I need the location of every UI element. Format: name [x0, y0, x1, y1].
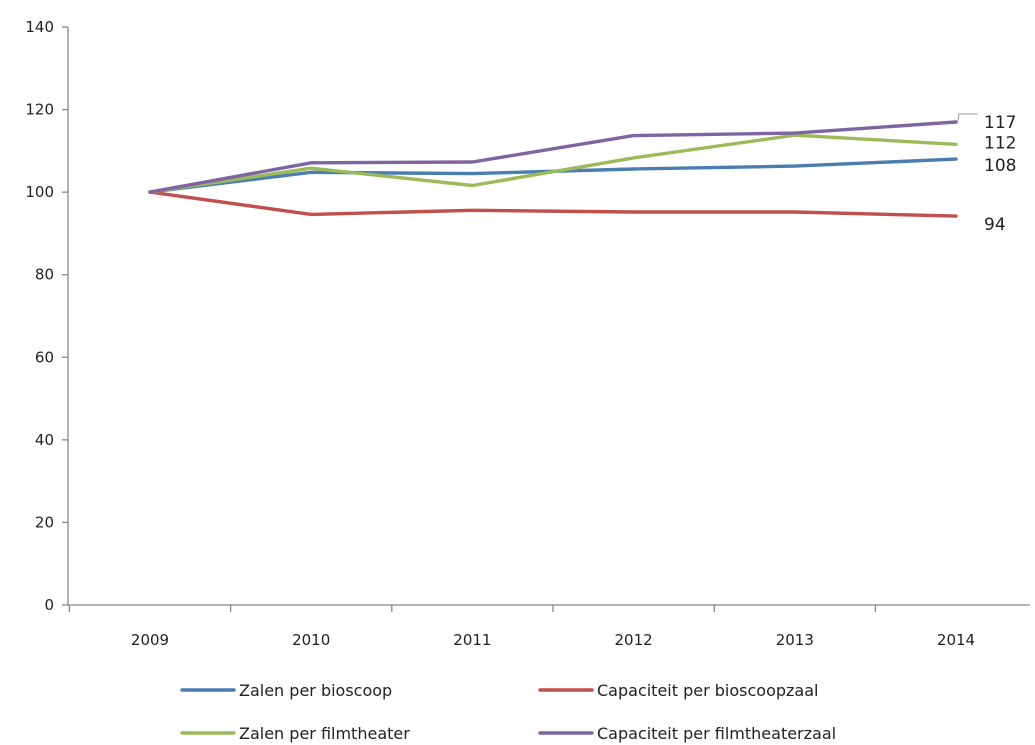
y-tick-label: 60: [35, 348, 54, 366]
legend-label-1: Zalen per bioscoop: [239, 681, 392, 700]
y-tick-label: 140: [25, 18, 54, 36]
legend-label-2: Capaciteit per bioscoopzaal: [597, 681, 818, 700]
data-label-3: 112: [984, 133, 1016, 153]
x-tick-label: 2013: [776, 631, 814, 649]
data-label-2: 94: [984, 215, 1006, 235]
legend-label-4: Capaciteit per filmtheaterzaal: [597, 724, 836, 743]
y-tick-label: 100: [25, 183, 54, 201]
data-label-1: 108: [984, 156, 1016, 176]
data-label-4: 117: [984, 113, 1016, 133]
legend: Zalen per bioscoop Capaciteit per bioscoo…: [180, 681, 836, 743]
y-tick-label: 20: [35, 513, 54, 531]
axes: 0 20 40 60 80 100 120 140 2009 2010 2011 2012 2013 20…: [25, 18, 1030, 649]
series-line-2: [148, 190, 958, 218]
y-tick-label: 0: [44, 596, 54, 614]
x-tick-label: 2012: [615, 631, 653, 649]
y-tick-label: 40: [35, 431, 54, 449]
x-tick-label: 2009: [131, 631, 169, 649]
label-leader-line: [957, 113, 978, 122]
y-tick-label: 120: [25, 101, 54, 119]
series-group: [148, 120, 958, 218]
legend-label-3: Zalen per filmtheater: [239, 724, 410, 743]
series-line-3: [148, 133, 958, 194]
x-tick-label: 2014: [937, 631, 975, 649]
y-tick-label: 80: [35, 266, 54, 284]
series-line-4: [148, 120, 958, 194]
x-tick-label: 2010: [292, 631, 330, 649]
x-tick-label: 2011: [453, 631, 491, 649]
